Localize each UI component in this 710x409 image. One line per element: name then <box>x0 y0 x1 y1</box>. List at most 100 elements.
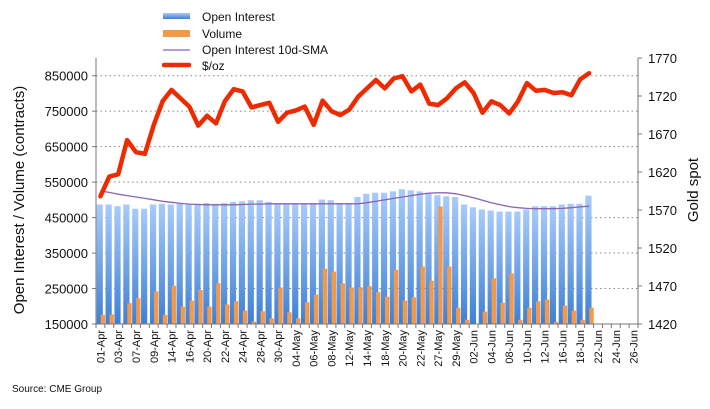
source-note: Source: CME Group <box>12 384 102 395</box>
open-interest-bar <box>478 209 485 324</box>
volume-bar <box>153 291 159 324</box>
volume-bar <box>500 302 505 324</box>
y-tick-label: 350000 <box>45 246 88 261</box>
x-tick-label: 06-May <box>309 330 321 367</box>
volume-bar <box>553 321 559 324</box>
volume-bar <box>367 286 372 324</box>
volume-bar <box>544 299 550 324</box>
open-interest-bar <box>114 206 121 324</box>
sma-line <box>100 190 590 210</box>
y2-tick-label: 1620 <box>648 165 677 180</box>
open-interest-bar <box>443 196 450 324</box>
volume-bar <box>376 292 381 324</box>
volume-bar <box>109 314 114 324</box>
open-interest-bar <box>523 209 530 324</box>
legend-label: Volume <box>202 27 242 41</box>
open-interest-bar <box>229 201 237 324</box>
open-interest-bar <box>238 201 246 324</box>
y2-tick-label: 1420 <box>648 317 677 332</box>
x-tick-label: 28-Apr <box>255 330 267 363</box>
open-interest-bar <box>141 208 148 324</box>
open-interest-bar <box>185 204 192 324</box>
volume-bar <box>260 311 265 324</box>
volume-bar <box>331 271 337 324</box>
volume-bar <box>340 283 345 324</box>
open-interest-bar <box>540 206 548 324</box>
x-tick-label: 09-Apr <box>149 330 161 363</box>
volume-bar <box>136 298 141 324</box>
open-interest-bar <box>274 204 281 324</box>
open-interest-bar <box>354 197 361 324</box>
volume-bar <box>180 306 186 324</box>
volume-bar <box>171 285 177 324</box>
open-interest-bar <box>514 211 521 324</box>
volume-bar <box>305 302 310 324</box>
x-tick-label: 07-Apr <box>131 330 143 363</box>
volume-bar <box>287 312 292 324</box>
x-tick-label: 10-Jun <box>522 330 534 364</box>
volume-bar <box>233 301 239 324</box>
open-interest-bar <box>567 203 574 324</box>
x-tick-label: 02-Jun <box>469 330 481 364</box>
volume-bar <box>527 307 532 324</box>
x-tick-label: 04-May <box>291 330 303 367</box>
open-interest-bar <box>221 203 228 324</box>
volume-bar <box>349 287 354 324</box>
volume-bar <box>464 319 470 324</box>
x-tick-label: 30-Apr <box>273 330 285 363</box>
x-tick-label: 18-Jun <box>575 330 587 364</box>
open-interest-bar <box>212 203 219 324</box>
volume-bar <box>322 268 328 324</box>
open-interest-bar <box>407 190 414 324</box>
axes: 150000 250000 350000 450000 550000 650000 7500… <box>45 51 677 367</box>
open-interest-bar <box>203 203 210 324</box>
open-interest-bar <box>336 203 343 324</box>
legend: Open Interest Volume Open Interest 10d-SMA… <box>161 10 328 73</box>
volume-bar <box>269 318 274 324</box>
volume-bar <box>580 319 585 324</box>
open-interest-bar <box>487 210 494 324</box>
open-interest-bar <box>247 200 254 324</box>
x-tick-label: 22-Apr <box>220 330 232 363</box>
volume-bar <box>216 283 221 324</box>
volume-bar <box>509 273 514 324</box>
volume-bar <box>358 287 363 324</box>
volume-bar <box>438 206 443 324</box>
series-lines <box>98 70 592 210</box>
open-interest-bar <box>292 204 299 324</box>
y-tick-label: 650000 <box>45 140 88 155</box>
volume-bar <box>251 321 257 324</box>
y2-axis-title: Gold spot <box>685 157 702 222</box>
x-tick-label: 03-Apr <box>113 330 125 363</box>
x-tick-label: 20-May <box>398 330 410 367</box>
open-interest-bar <box>389 191 397 324</box>
x-tick-label: 26-Jun <box>629 330 641 364</box>
open-interest-bar <box>576 203 583 324</box>
open-interest-bar <box>363 193 370 324</box>
volume-bar <box>562 305 568 324</box>
open-interest-bar <box>416 191 423 324</box>
open-interest-bar <box>167 204 174 324</box>
open-interest-bar <box>469 207 477 324</box>
y2-tick-label: 1770 <box>648 51 677 66</box>
x-tick-label: 27-May <box>433 330 445 367</box>
volume-bar <box>518 319 523 324</box>
x-tick-label: 24-Jun <box>611 330 623 364</box>
x-tick-label: 04-Jun <box>486 330 498 364</box>
open-interest-bar <box>549 206 556 324</box>
y2-tick-label: 1720 <box>648 89 677 104</box>
y-tick-label: 550000 <box>45 175 88 190</box>
legend-label: Open Interest <box>202 10 275 24</box>
x-tick-label: 29-May <box>451 330 463 367</box>
open-interest-bar <box>149 204 157 324</box>
x-tick-label: 08-May <box>326 330 338 367</box>
open-interest-bar <box>345 203 352 324</box>
x-tick-label: 20-Apr <box>202 330 214 363</box>
volume-bar <box>313 294 319 324</box>
x-tick-label: 24-Apr <box>238 330 250 363</box>
x-tick-label: 08-Jun <box>504 330 516 364</box>
volume-bars <box>100 206 594 324</box>
y2-tick-label: 1520 <box>648 241 677 256</box>
volume-bar <box>447 266 452 324</box>
